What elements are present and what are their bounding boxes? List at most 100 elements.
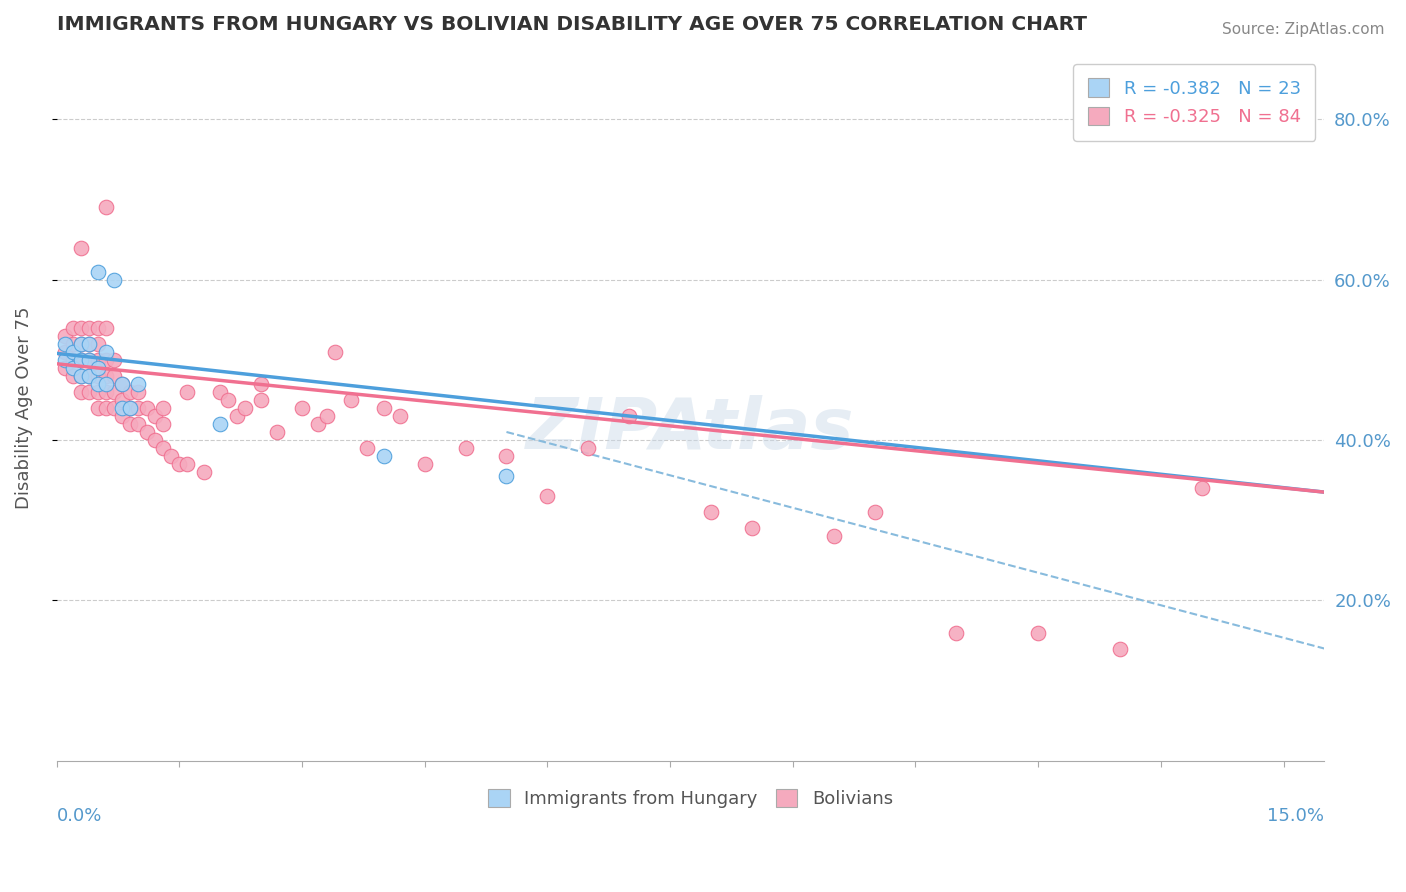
Point — [79, 384, 101, 399]
Point — [103, 384, 125, 399]
Point — [193, 465, 215, 479]
Point — [120, 401, 142, 415]
Point — [86, 384, 108, 399]
Point — [86, 264, 108, 278]
Point — [79, 368, 101, 383]
Point — [86, 376, 108, 391]
Point — [111, 401, 134, 415]
Point — [225, 409, 247, 423]
Point — [94, 201, 117, 215]
Point — [152, 441, 174, 455]
Point — [700, 505, 723, 519]
Point — [79, 368, 101, 383]
Point — [413, 457, 436, 471]
Point — [111, 376, 134, 391]
Point — [53, 352, 76, 367]
Point — [94, 344, 117, 359]
Point — [160, 449, 183, 463]
Point — [79, 352, 101, 367]
Point — [70, 336, 93, 351]
Point — [127, 384, 149, 399]
Point — [176, 384, 198, 399]
Point — [373, 401, 395, 415]
Point — [169, 457, 191, 471]
Point — [617, 409, 640, 423]
Point — [291, 401, 314, 415]
Point — [94, 352, 117, 367]
Point — [62, 368, 84, 383]
Point — [86, 336, 108, 351]
Point — [576, 441, 599, 455]
Point — [127, 401, 149, 415]
Point — [340, 392, 363, 407]
Point — [62, 320, 84, 334]
Point — [94, 368, 117, 383]
Text: Source: ZipAtlas.com: Source: ZipAtlas.com — [1222, 22, 1385, 37]
Point — [103, 272, 125, 286]
Point — [79, 336, 101, 351]
Point — [103, 401, 125, 415]
Point — [217, 392, 239, 407]
Legend: Immigrants from Hungary, Bolivians: Immigrants from Hungary, Bolivians — [474, 774, 907, 822]
Point — [53, 328, 76, 343]
Point — [454, 441, 477, 455]
Point — [70, 368, 93, 383]
Point — [143, 409, 166, 423]
Point — [127, 417, 149, 431]
Point — [86, 401, 108, 415]
Point — [120, 417, 142, 431]
Point — [103, 368, 125, 383]
Point — [53, 360, 76, 375]
Point — [103, 352, 125, 367]
Point — [135, 401, 157, 415]
Point — [62, 360, 84, 375]
Point — [356, 441, 378, 455]
Point — [94, 376, 117, 391]
Point — [94, 401, 117, 415]
Point — [86, 368, 108, 383]
Point — [79, 352, 101, 367]
Point — [1191, 481, 1213, 495]
Point — [250, 392, 273, 407]
Point — [62, 336, 84, 351]
Point — [120, 401, 142, 415]
Point — [315, 409, 337, 423]
Point — [536, 489, 558, 503]
Point — [373, 449, 395, 463]
Point — [70, 336, 93, 351]
Point — [79, 320, 101, 334]
Point — [266, 425, 288, 439]
Point — [53, 344, 76, 359]
Text: IMMIGRANTS FROM HUNGARY VS BOLIVIAN DISABILITY AGE OVER 75 CORRELATION CHART: IMMIGRANTS FROM HUNGARY VS BOLIVIAN DISA… — [56, 15, 1087, 34]
Point — [70, 368, 93, 383]
Point — [1109, 641, 1132, 656]
Text: ZIPAtlas: ZIPAtlas — [526, 394, 855, 464]
Point — [323, 344, 346, 359]
Point — [70, 320, 93, 334]
Point — [307, 417, 329, 431]
Point — [823, 529, 845, 543]
Point — [389, 409, 412, 423]
Point — [86, 360, 108, 375]
Point — [94, 320, 117, 334]
Point — [53, 336, 76, 351]
Text: 0.0%: 0.0% — [56, 806, 103, 825]
Point — [741, 521, 763, 535]
Y-axis label: Disability Age Over 75: Disability Age Over 75 — [15, 307, 32, 509]
Point — [209, 417, 232, 431]
Point — [863, 505, 886, 519]
Point — [945, 625, 967, 640]
Point — [70, 384, 93, 399]
Point — [127, 376, 149, 391]
Point — [250, 376, 273, 391]
Point — [135, 425, 157, 439]
Point — [495, 469, 517, 483]
Point — [1026, 625, 1049, 640]
Text: 15.0%: 15.0% — [1267, 806, 1324, 825]
Point — [495, 449, 517, 463]
Point — [94, 384, 117, 399]
Point — [152, 417, 174, 431]
Point — [70, 352, 93, 367]
Point — [79, 336, 101, 351]
Point — [62, 352, 84, 367]
